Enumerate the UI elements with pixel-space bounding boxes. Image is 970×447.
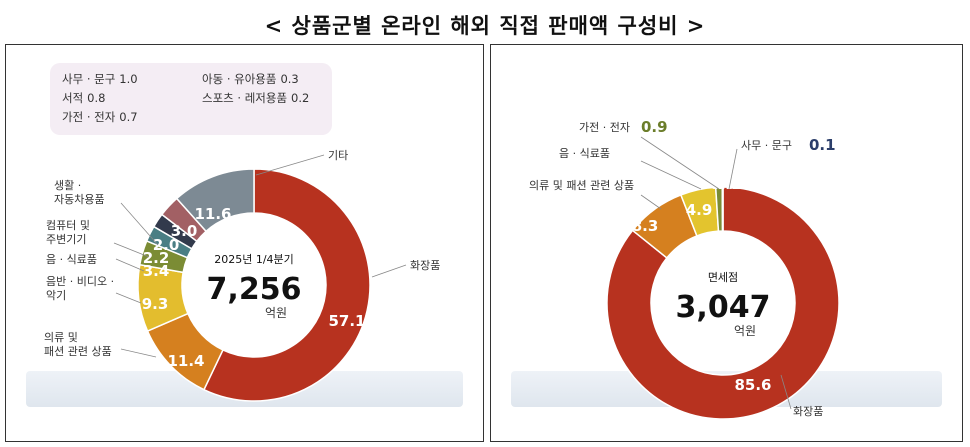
legend-value: 0.7 xyxy=(119,110,138,124)
leader-line xyxy=(113,242,150,258)
donut-chart-online: 57.1 11.4 9.3 3.42.22.03.011.6 2025년 1/4분기 7,… xyxy=(26,149,463,407)
pie-slice xyxy=(721,186,724,232)
callout-label: 가전 · 전자 xyxy=(579,121,630,134)
callout-label: 생활 · xyxy=(54,178,81,192)
leader-line xyxy=(371,264,407,278)
leader-line xyxy=(728,148,738,190)
slice-value-label: 9.3 xyxy=(142,295,169,313)
legend-label: 가전 · 전자 xyxy=(62,110,116,124)
slice-value-label: 11.4 xyxy=(167,352,204,370)
slice-value-label: 8.3 xyxy=(632,217,659,235)
legend-item: 사무 · 문구 1.0 xyxy=(62,71,138,87)
callout-value: 0.1 xyxy=(809,136,836,154)
callout-label: 의류 및 패션 관련 상품 xyxy=(529,179,634,192)
legend-label: 사무 · 문구 xyxy=(62,72,116,86)
slice-value-label: 3.0 xyxy=(171,222,198,240)
pie-slice xyxy=(202,168,371,402)
callout-value: 0.9 xyxy=(641,118,668,136)
leader-line xyxy=(120,348,157,358)
chart-panel-dutyfree: 85.6 8.3 4.9 0.9 0.1 면세점 3,047 억원 화장품 의류 및 패션 관련 … xyxy=(490,44,963,442)
page-title: < 상품군별 온라인 해외 직접 판매액 구성비 > xyxy=(264,13,706,38)
callout-label: 음 · 식료품 xyxy=(46,253,97,266)
slice-value-label: 2.0 xyxy=(153,236,180,254)
callout-label: 사무 · 문구 xyxy=(741,139,792,152)
leader-line xyxy=(115,258,145,272)
callout-label: 의류 및 xyxy=(44,331,78,344)
callout-label: 주변기기 xyxy=(46,233,86,246)
slice-value-label: 0.9 xyxy=(710,175,737,193)
center-label: 면세점 xyxy=(708,271,738,284)
slice-value-label: 2.2 xyxy=(143,249,170,267)
leader-line xyxy=(640,194,662,210)
legend-item: 아동 · 유아용품 0.3 xyxy=(202,71,299,87)
slice-value-label: 85.6 xyxy=(734,376,771,394)
legend-label: 서적 xyxy=(62,91,84,105)
slice-value-label: 57.1 xyxy=(328,312,365,330)
leader-line xyxy=(640,160,702,190)
callout-label: 악기 xyxy=(46,289,66,302)
callout-label: 음반 · 비디오 · xyxy=(46,275,114,288)
legend-value: 1.0 xyxy=(119,72,138,86)
legend-label: 스포츠 · 레저용품 xyxy=(202,91,288,105)
legend-item: 가전 · 전자 0.7 xyxy=(62,109,138,125)
callout-label: 패션 관련 상품 xyxy=(44,345,112,358)
callout-label: 자동차용품 xyxy=(54,193,105,206)
legend-value: 0.3 xyxy=(280,72,299,86)
callout-label: 화장품 xyxy=(793,405,823,418)
leader-line xyxy=(780,374,792,410)
pie-slice xyxy=(606,186,840,420)
slice-value-label: 11.6 xyxy=(194,205,231,223)
legend-item: 스포츠 · 레저용품 0.2 xyxy=(202,90,309,106)
callout-label: 화장품 xyxy=(410,259,440,272)
slice-value-label: 0.1 xyxy=(715,175,742,193)
legend-value: 0.8 xyxy=(87,91,106,105)
callout-label: 기타 xyxy=(328,149,348,162)
center-unit: 억원 xyxy=(734,324,756,338)
chart-panel-online: 57.1 11.4 9.3 3.4 2.2 2.0 3.0 11.6 2025년 1/4분기 7,… xyxy=(5,44,484,442)
legend-label: 아동 · 유아용품 xyxy=(202,72,277,86)
leader-line xyxy=(255,154,325,176)
callout-label: 음 · 식료품 xyxy=(559,147,610,160)
leader-line xyxy=(115,292,142,304)
leader-line xyxy=(120,202,159,246)
callout-label: 컴퓨터 및 xyxy=(46,219,90,232)
center-value: 3,047 xyxy=(676,290,771,325)
slice-value-label: 3.4 xyxy=(143,262,170,280)
leader-line xyxy=(640,136,720,190)
minor-categories-legend: 사무 · 문구 1.0 아동 · 유아용품 0.3 서적 0.8 스포츠 · 레저용품… xyxy=(50,63,332,135)
center-value: 7,256 xyxy=(207,272,302,307)
legend-item: 서적 0.8 xyxy=(62,90,105,106)
legend-value: 0.2 xyxy=(291,91,310,105)
pie-slice xyxy=(175,168,255,233)
center-label: 2025년 1/4분기 xyxy=(214,253,294,266)
center-unit: 억원 xyxy=(265,306,287,320)
slice-value-label: 4.9 xyxy=(686,201,713,219)
